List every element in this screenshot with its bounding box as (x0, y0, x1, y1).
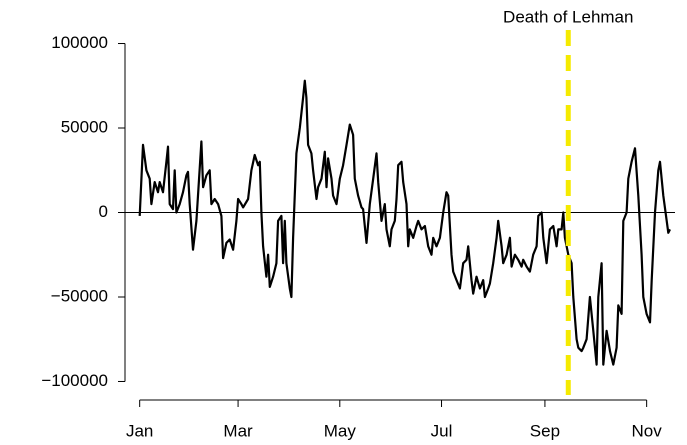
y-tick-label: 50000 (61, 117, 108, 136)
data-line (138, 79, 671, 366)
x-tick-label: Jan (126, 421, 153, 440)
x-tick-label: Nov (632, 421, 663, 440)
x-tick-label: Mar (223, 421, 253, 440)
y-tick-label: −100000 (41, 371, 108, 390)
y-tick-label: 100000 (51, 33, 108, 52)
x-tick-label: Sep (530, 421, 560, 440)
annotation-label: Death of Lehman (503, 7, 633, 26)
x-tick-label: Jul (431, 421, 453, 440)
y-tick-label: −50000 (51, 286, 108, 305)
y-tick-label: 0 (99, 202, 108, 221)
x-tick-label: May (324, 421, 357, 440)
